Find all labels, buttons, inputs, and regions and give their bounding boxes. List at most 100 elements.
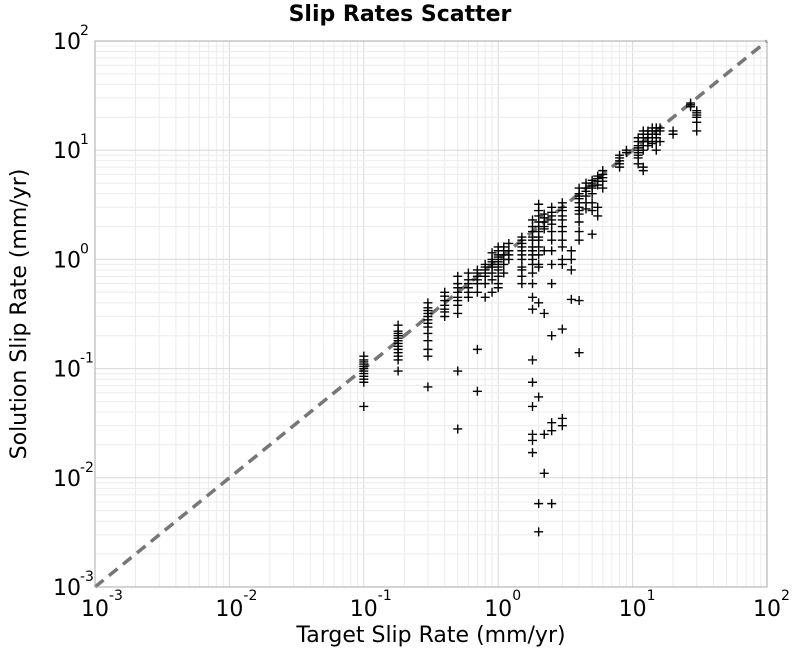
data-point <box>547 259 557 269</box>
data-point <box>472 344 482 354</box>
data-point <box>534 242 544 252</box>
data-point <box>504 238 514 248</box>
data-point <box>504 254 514 264</box>
data-point <box>423 298 433 308</box>
data-point <box>593 180 603 190</box>
data-point <box>566 294 576 304</box>
x-tick-label: 10-1 <box>350 588 392 622</box>
y-tick-exponent: -2 <box>80 460 94 476</box>
data-point <box>547 227 557 237</box>
data-point <box>534 392 544 402</box>
data-point <box>528 279 538 289</box>
data-point <box>453 366 463 376</box>
data-point <box>615 162 625 172</box>
data-point <box>621 145 631 155</box>
x-tick-base: 10 <box>619 597 647 622</box>
data-point <box>453 424 463 434</box>
x-tick-exponent: -1 <box>378 588 392 604</box>
data-point <box>557 227 567 237</box>
x-tick-exponent: -2 <box>243 588 257 604</box>
x-tick-base: 10 <box>215 597 243 622</box>
data-point <box>547 499 557 509</box>
data-point <box>547 279 557 289</box>
data-point <box>528 435 538 445</box>
data-point <box>517 232 527 242</box>
data-point <box>528 268 538 278</box>
data-point <box>557 242 567 252</box>
data-point <box>539 308 549 318</box>
x-tick-base: 10 <box>753 597 781 622</box>
data-point <box>453 308 463 318</box>
data-points <box>359 98 702 537</box>
y-tick-label: 10 0 <box>53 241 89 273</box>
data-point <box>534 298 544 308</box>
y-tick-exponent: 0 <box>80 241 89 257</box>
data-point <box>359 377 369 387</box>
x-axis-label: Target Slip Rate (mm/yr) <box>295 623 565 648</box>
y-tick-base: 10 <box>53 139 81 164</box>
data-point <box>359 351 369 361</box>
x-tick-exponent: 0 <box>512 588 521 604</box>
y-tick-base: 10 <box>53 467 81 492</box>
data-point <box>499 268 509 278</box>
y-tick-label: 10 -1 <box>53 351 94 383</box>
data-point <box>440 311 450 321</box>
data-point <box>534 527 544 537</box>
data-point <box>393 320 403 330</box>
data-point <box>528 401 538 411</box>
data-point <box>547 331 557 341</box>
data-point <box>547 202 557 212</box>
data-point <box>598 166 608 176</box>
data-point <box>528 304 538 314</box>
data-point <box>593 171 603 181</box>
data-point <box>534 262 544 272</box>
x-tick-base: 10 <box>350 597 378 622</box>
data-point <box>453 271 463 281</box>
data-point <box>463 268 473 278</box>
data-point <box>633 159 643 169</box>
data-point <box>453 300 463 310</box>
data-point <box>638 166 648 176</box>
grid <box>94 41 767 588</box>
data-point <box>539 429 549 439</box>
y-tick-base: 10 <box>53 358 81 383</box>
data-point <box>423 351 433 361</box>
y-axis-label: Solution Slip Rate (mm/yr) <box>7 169 32 460</box>
data-point <box>587 189 597 199</box>
chart-title: Slip Rates Scatter <box>288 2 512 27</box>
data-point <box>499 242 509 252</box>
data-point <box>472 279 482 289</box>
x-tick-label: 102 <box>753 588 790 622</box>
y-tick-label: 10 2 <box>53 23 89 55</box>
y-tick-label: 10 1 <box>53 132 89 164</box>
data-point <box>423 336 433 346</box>
data-point <box>480 292 490 302</box>
data-point <box>534 199 544 209</box>
y-tick-label: 10 -2 <box>53 460 94 492</box>
data-point <box>528 355 538 365</box>
y-tick-label: 10 -3 <box>53 569 94 601</box>
data-point <box>574 296 584 306</box>
data-point <box>472 265 482 275</box>
data-point <box>528 448 538 458</box>
data-point <box>480 279 490 289</box>
data-point <box>534 499 544 509</box>
x-tick-exponent: 1 <box>647 588 656 604</box>
data-point <box>440 287 450 297</box>
data-point <box>528 215 538 225</box>
y-tick-base: 10 <box>53 576 81 601</box>
data-point <box>539 468 549 478</box>
data-point <box>472 386 482 396</box>
y-tick-exponent: 2 <box>80 23 89 39</box>
data-point <box>655 126 665 136</box>
data-point <box>517 279 527 289</box>
data-point <box>557 259 567 269</box>
y-tick-base: 10 <box>53 30 81 55</box>
data-point <box>668 129 678 139</box>
data-point <box>359 401 369 411</box>
y-tick-exponent: 1 <box>80 132 89 148</box>
x-tick-base: 10 <box>81 597 109 622</box>
x-tick-label: 100 <box>484 588 521 622</box>
